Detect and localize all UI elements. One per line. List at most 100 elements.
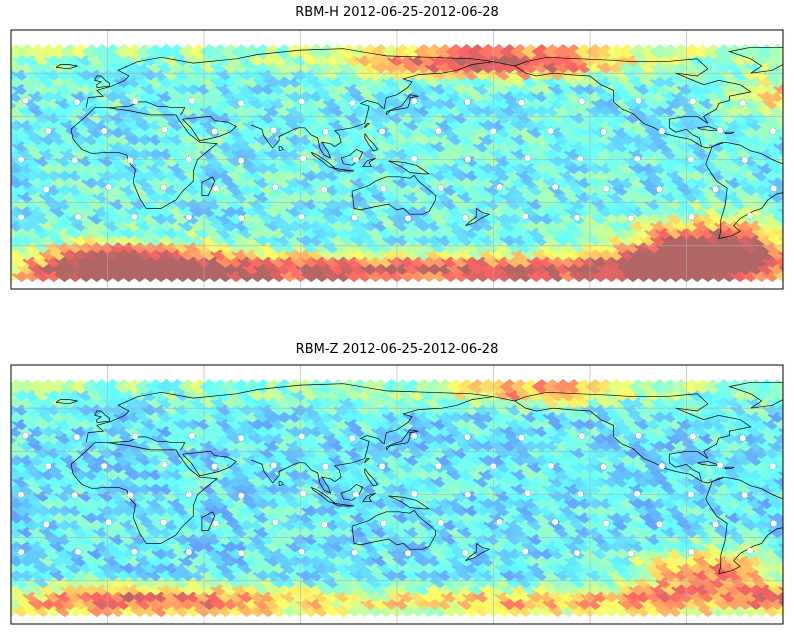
heatmap-cell	[124, 566, 145, 582]
heatmap-cell	[638, 259, 660, 275]
heatmap-cell	[59, 379, 81, 395]
heatmap-cell	[209, 115, 231, 132]
heatmap-cell	[735, 551, 756, 567]
coast-sumatra	[310, 486, 337, 504]
heatmap-cell	[247, 429, 268, 445]
station-marker	[547, 462, 555, 470]
coast-eurasia-north	[85, 383, 494, 443]
heatmap-cell	[762, 94, 783, 110]
heatmap-cell	[204, 429, 225, 445]
station-marker	[464, 98, 471, 106]
heatmap-cell	[327, 44, 349, 60]
heatmap-cell	[392, 551, 413, 567]
heatmap-cell	[354, 252, 376, 268]
heatmap-cell	[713, 465, 735, 481]
heatmap-cell	[456, 436, 477, 452]
heatmap-cell	[665, 558, 686, 574]
heatmap-cell	[209, 231, 231, 247]
heatmap-cell	[735, 173, 756, 189]
heatmap-cell	[113, 379, 134, 395]
coast-na-west	[514, 65, 702, 147]
heatmap-cell	[451, 252, 472, 268]
heatmap-cell	[177, 231, 199, 247]
heatmap-cell	[225, 209, 247, 225]
heatmap-cell	[27, 436, 48, 452]
heatmap-cell	[429, 429, 451, 445]
heatmap-cell	[617, 479, 638, 495]
heatmap-cell	[494, 458, 515, 474]
heatmap-cell	[735, 450, 756, 467]
heatmap-cell	[617, 508, 638, 524]
heatmap-cell	[161, 51, 183, 67]
heatmap-cell	[445, 465, 467, 481]
heatmap-cell	[713, 216, 735, 232]
heatmap-cell	[177, 436, 199, 452]
heatmap-cell	[177, 72, 199, 88]
coast-cuba	[697, 126, 721, 132]
heatmap-cell	[311, 252, 333, 268]
heatmap-cell	[429, 252, 451, 268]
heatmap-cell	[274, 551, 295, 567]
heatmap-cell	[161, 94, 183, 110]
heatmap-cell	[167, 379, 188, 395]
heatmap-cell	[649, 44, 670, 60]
heatmap-cell	[247, 123, 268, 139]
heatmap-cell	[424, 465, 445, 481]
heatmap-cell	[183, 558, 204, 574]
station-marker	[770, 185, 778, 192]
heatmap-cell	[70, 436, 91, 452]
heatmap-cell	[713, 115, 735, 132]
heatmap-cell	[520, 72, 542, 88]
heatmap-cell	[177, 202, 199, 218]
heatmap-cell	[220, 465, 241, 481]
heatmap-cell	[225, 223, 247, 239]
heatmap-cell	[756, 44, 778, 60]
heatmap-cell	[692, 379, 713, 395]
heatmap-cell	[43, 252, 65, 268]
heatmap-cell	[65, 458, 86, 474]
heatmap-cell	[617, 379, 638, 395]
heatmap-cell	[435, 465, 456, 481]
heatmap-cell	[499, 551, 520, 567]
heatmap-cell	[440, 429, 461, 445]
station-marker	[105, 183, 113, 191]
heatmap-cell	[124, 130, 145, 146]
heatmap-cell	[569, 587, 590, 603]
heatmap-cell	[177, 58, 199, 74]
heatmap-cell	[145, 551, 166, 567]
heatmap-cell	[167, 494, 188, 510]
coast-philippines	[364, 133, 379, 152]
heatmap-cell	[617, 130, 638, 146]
station-marker	[322, 463, 329, 471]
heatmap-cell	[617, 187, 638, 204]
heatmap-cell	[220, 202, 241, 218]
heatmap-cell	[542, 144, 563, 160]
heatmap-cell	[713, 379, 735, 395]
heatmap-cell	[124, 422, 145, 438]
heatmap-cell	[542, 159, 563, 175]
heatmap-cell	[161, 252, 183, 268]
station-marker	[769, 127, 777, 135]
coast-australia	[351, 509, 436, 550]
heatmap-cell	[542, 494, 563, 510]
heatmap-cell	[617, 494, 638, 510]
heatmap-cell	[638, 202, 660, 218]
heatmap-cell	[520, 159, 542, 175]
heatmap-cell	[542, 594, 563, 610]
heatmap-cell	[49, 551, 70, 567]
station-marker	[688, 213, 695, 221]
station-marker	[658, 127, 666, 135]
heatmap-cell	[569, 137, 590, 153]
station-marker	[237, 99, 245, 107]
heatmap-cell	[418, 458, 440, 474]
heatmap-cell	[49, 44, 70, 60]
heatmap-cell	[161, 501, 183, 517]
heatmap-cell	[167, 72, 188, 88]
heatmap-cell	[220, 87, 241, 103]
heatmap-cell	[333, 429, 354, 445]
heatmap-cell	[268, 252, 290, 268]
station-marker	[602, 185, 610, 193]
heatmap-cell	[687, 558, 708, 574]
heatmap-cell	[617, 115, 638, 132]
heatmap-cell	[542, 259, 563, 275]
